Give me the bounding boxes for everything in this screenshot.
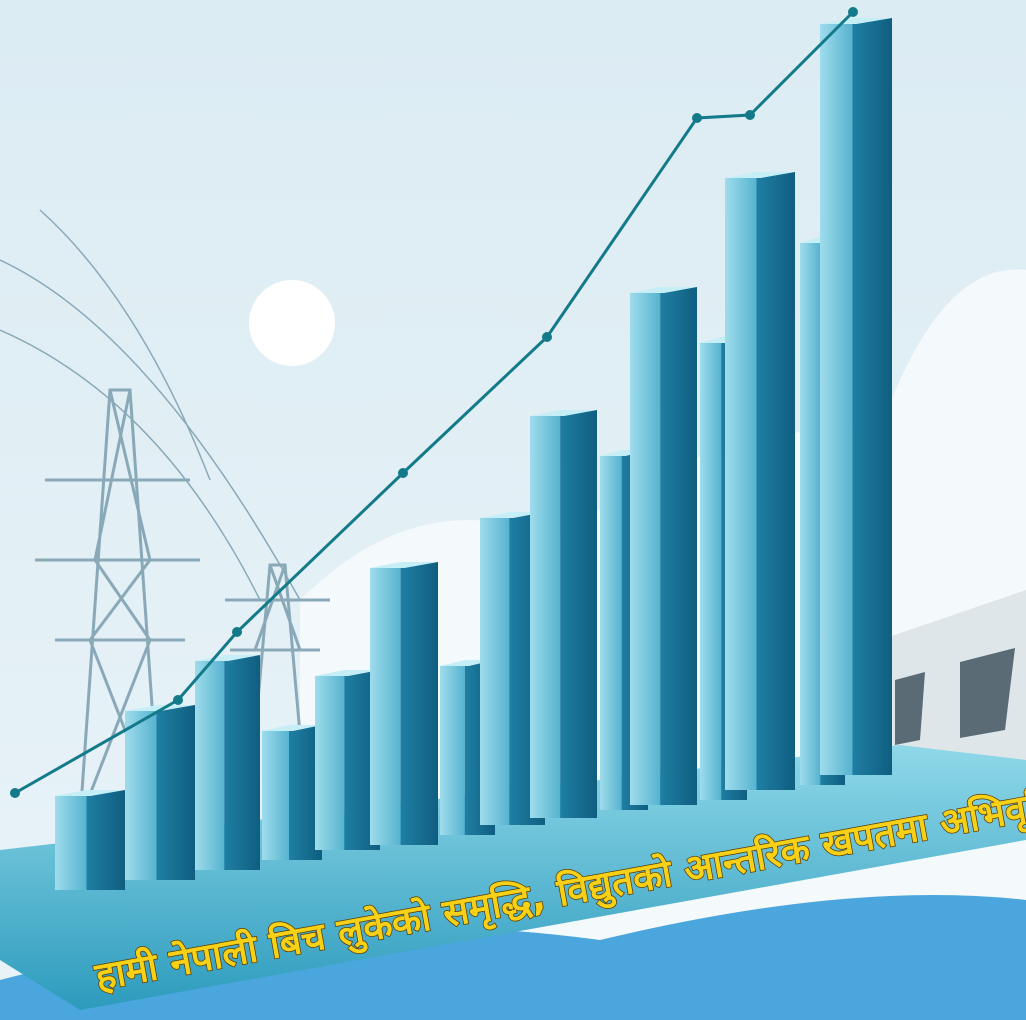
bar-side [756, 172, 795, 790]
bar-front [725, 178, 757, 790]
trend-point [398, 468, 408, 478]
bar-top [480, 512, 545, 518]
bar-top [315, 670, 380, 676]
bar-side [156, 705, 195, 880]
bar-top [530, 410, 597, 416]
bar-front [315, 676, 345, 850]
bars [55, 18, 892, 890]
dam-gates [895, 648, 1015, 745]
bar-side [400, 562, 438, 845]
platform [0, 745, 1026, 1010]
bar-top [725, 172, 795, 178]
trend-point [10, 788, 20, 798]
bar-top [630, 287, 697, 293]
water [0, 895, 1026, 1020]
bar-side [86, 790, 125, 890]
bar-front [125, 711, 157, 880]
trend-point [692, 113, 702, 123]
trend-points [10, 7, 858, 798]
pylons [0, 209, 330, 821]
bar-top [125, 705, 195, 711]
trend-point [232, 627, 242, 637]
trend-point [542, 332, 552, 342]
bar-front [820, 24, 853, 775]
bar-front [370, 568, 401, 845]
bar-top [370, 562, 438, 568]
bar-front [600, 456, 622, 810]
bar-top [262, 725, 322, 731]
bar-front [440, 666, 465, 835]
bar-front [630, 293, 661, 805]
trend-point [745, 110, 755, 120]
bar-front [800, 243, 821, 785]
bar-front [55, 796, 87, 890]
bar-top [55, 790, 125, 796]
bar-side [660, 287, 697, 805]
trend-point [173, 695, 183, 705]
bar-front [530, 416, 561, 818]
bar-front [195, 661, 225, 870]
bar-front [480, 518, 510, 825]
bar-front [262, 731, 289, 860]
sun [249, 280, 335, 366]
trend-point [848, 7, 858, 17]
bar-front [700, 343, 722, 800]
bar-side [852, 18, 892, 775]
trend-line [14, 10, 855, 795]
bar-side [560, 410, 597, 818]
bar-top [820, 18, 892, 24]
bar-side [224, 655, 260, 870]
